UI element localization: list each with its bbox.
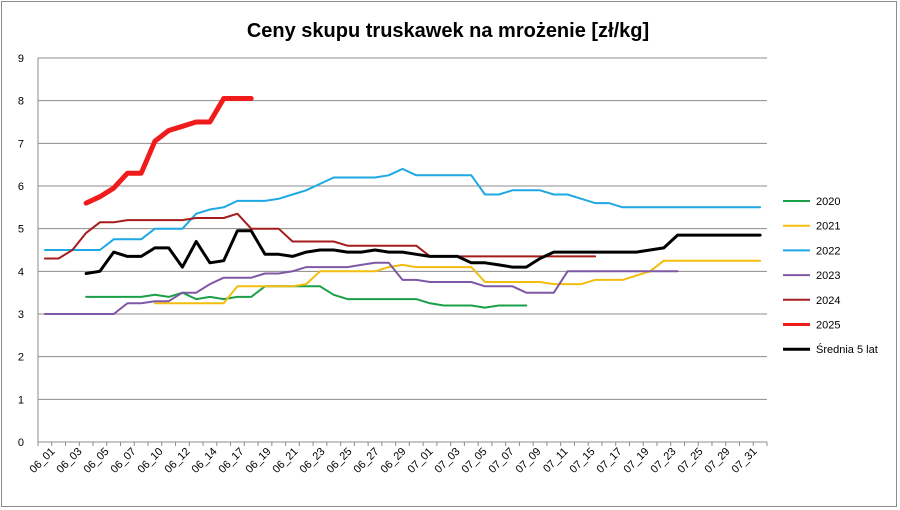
y-tick-label: 9 xyxy=(18,53,24,65)
chart-title: Ceny skupu truskawek na mrożenie [zł/kg] xyxy=(247,20,649,42)
y-tick-label: 8 xyxy=(18,96,24,108)
x-tick-label: 07_17 xyxy=(595,446,625,476)
series-line-średnia-5-lat xyxy=(84,229,762,275)
y-tick-label: 6 xyxy=(18,181,24,193)
y-tick-label: 3 xyxy=(18,309,24,321)
legend-label: 2022 xyxy=(816,245,840,257)
x-tick-label: 06_19 xyxy=(244,446,274,476)
x-tick-label: 06_07 xyxy=(109,446,139,476)
gridlines xyxy=(38,57,767,443)
y-tick-label: 2 xyxy=(18,352,24,364)
legend-label: 2021 xyxy=(816,221,840,233)
x-tick-label: 06_23 xyxy=(298,446,328,476)
legend: 2020 2021 2022 2023 2024 2025 Średnia 5 lat xyxy=(783,196,878,356)
x-tick-label: 06_27 xyxy=(352,446,382,476)
x-axis: 06_0106_0306_0506_0706_1006_1206_1406_17… xyxy=(28,442,768,476)
x-tick-label: 06_29 xyxy=(379,446,409,476)
x-tick-label: 07_31 xyxy=(730,446,760,476)
series-line-2021 xyxy=(153,259,762,305)
legend-label: 2024 xyxy=(816,295,840,307)
y-tick-label: 5 xyxy=(18,224,24,236)
x-tick-label: 07_07 xyxy=(487,446,517,476)
x-tick-label: 07_09 xyxy=(514,446,544,476)
y-axis: 0 1 2 3 4 5 6 7 8 9 xyxy=(18,53,39,449)
legend-label: 2025 xyxy=(816,320,840,332)
legend-label: 2023 xyxy=(816,270,840,282)
x-tick-label: 06_01 xyxy=(28,446,58,476)
x-tick-label: 06_21 xyxy=(271,446,301,476)
x-tick-label: 07_19 xyxy=(622,446,652,476)
x-tick-label: 06_05 xyxy=(82,446,112,476)
y-tick-label: 0 xyxy=(18,437,24,449)
legend-label: 2020 xyxy=(816,196,840,208)
x-tick-label: 06_12 xyxy=(163,446,193,476)
x-tick-label: 07_05 xyxy=(460,446,490,476)
series-line-2022 xyxy=(43,167,762,251)
series-line-2025 xyxy=(83,96,254,206)
x-tick-label: 07_03 xyxy=(433,446,463,476)
x-tick-label: 06_25 xyxy=(325,446,355,476)
series-line-2023 xyxy=(43,261,679,315)
series-lines xyxy=(43,96,762,315)
x-tick-label: 06_03 xyxy=(55,446,85,476)
series-line-2020 xyxy=(85,285,528,309)
y-tick-label: 4 xyxy=(18,266,24,278)
x-tick-label: 06_17 xyxy=(217,446,247,476)
y-tick-label: 7 xyxy=(18,138,24,150)
x-tick-label: 07_15 xyxy=(568,446,598,476)
series-line-2024 xyxy=(43,212,597,260)
y-tick-label: 1 xyxy=(18,394,24,406)
x-tick-label: 07_11 xyxy=(541,446,571,476)
x-tick-label: 07_01 xyxy=(406,446,436,476)
legend-label: Średnia 5 lat xyxy=(816,343,878,356)
x-tick-label: 07_23 xyxy=(649,446,679,476)
x-tick-label: 06_10 xyxy=(136,446,166,476)
x-tick-label: 07_25 xyxy=(676,446,706,476)
x-tick-label: 07_29 xyxy=(703,446,733,476)
x-tick-label: 06_14 xyxy=(190,446,220,476)
